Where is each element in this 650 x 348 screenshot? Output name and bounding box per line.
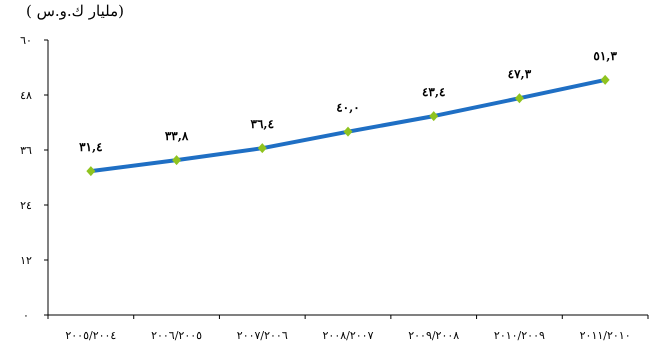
unit-label: (مليار ك.و.س ) xyxy=(25,2,125,20)
data-point-marker xyxy=(172,155,182,166)
y-tick-label: ٠ xyxy=(23,309,29,322)
y-tick-label: ٦٠ xyxy=(20,34,32,47)
x-tick-label: ٢٠٠٧/٢٠٠٦ xyxy=(237,329,288,342)
data-label: ٣٣,٨ xyxy=(165,129,189,143)
y-tick-label: ٣٦ xyxy=(20,144,32,157)
data-label: ٣٦,٤ xyxy=(251,117,275,131)
data-label: ٣١,٤ xyxy=(79,140,103,154)
y-tick-label: ٢٤ xyxy=(20,199,32,212)
data-point-marker xyxy=(514,93,524,104)
y-tick-label: ٤٨ xyxy=(20,89,32,102)
data-label: ٤٣,٤ xyxy=(422,85,446,99)
y-tick-label: ١٢ xyxy=(20,254,32,267)
data-point-marker xyxy=(343,126,353,137)
x-tick-label: ٢٠٠٦/٢٠٠٥ xyxy=(151,329,202,342)
data-label: ٥١,٣ xyxy=(593,49,617,63)
data-point-marker xyxy=(257,143,267,154)
data-label: ٤٧,٣ xyxy=(508,67,532,81)
data-point-marker xyxy=(86,166,96,177)
x-tick-label: ٢٠٠٥/٢٠٠٤ xyxy=(65,329,116,342)
series-line xyxy=(90,77,606,174)
data-point-marker xyxy=(429,111,439,122)
data-label: ٤٠,٠ xyxy=(336,101,360,115)
x-tick-label: ٢٠٠٨/٢٠٠٧ xyxy=(323,329,374,342)
x-tick-label: ٢٠١١/٢٠١٠ xyxy=(580,329,631,342)
x-tick-label: ٢٠٠٩/٢٠٠٨ xyxy=(408,329,459,342)
x-tick-label: ٢٠١٠/٢٠٠٩ xyxy=(494,329,545,342)
data-point-marker xyxy=(600,74,610,85)
